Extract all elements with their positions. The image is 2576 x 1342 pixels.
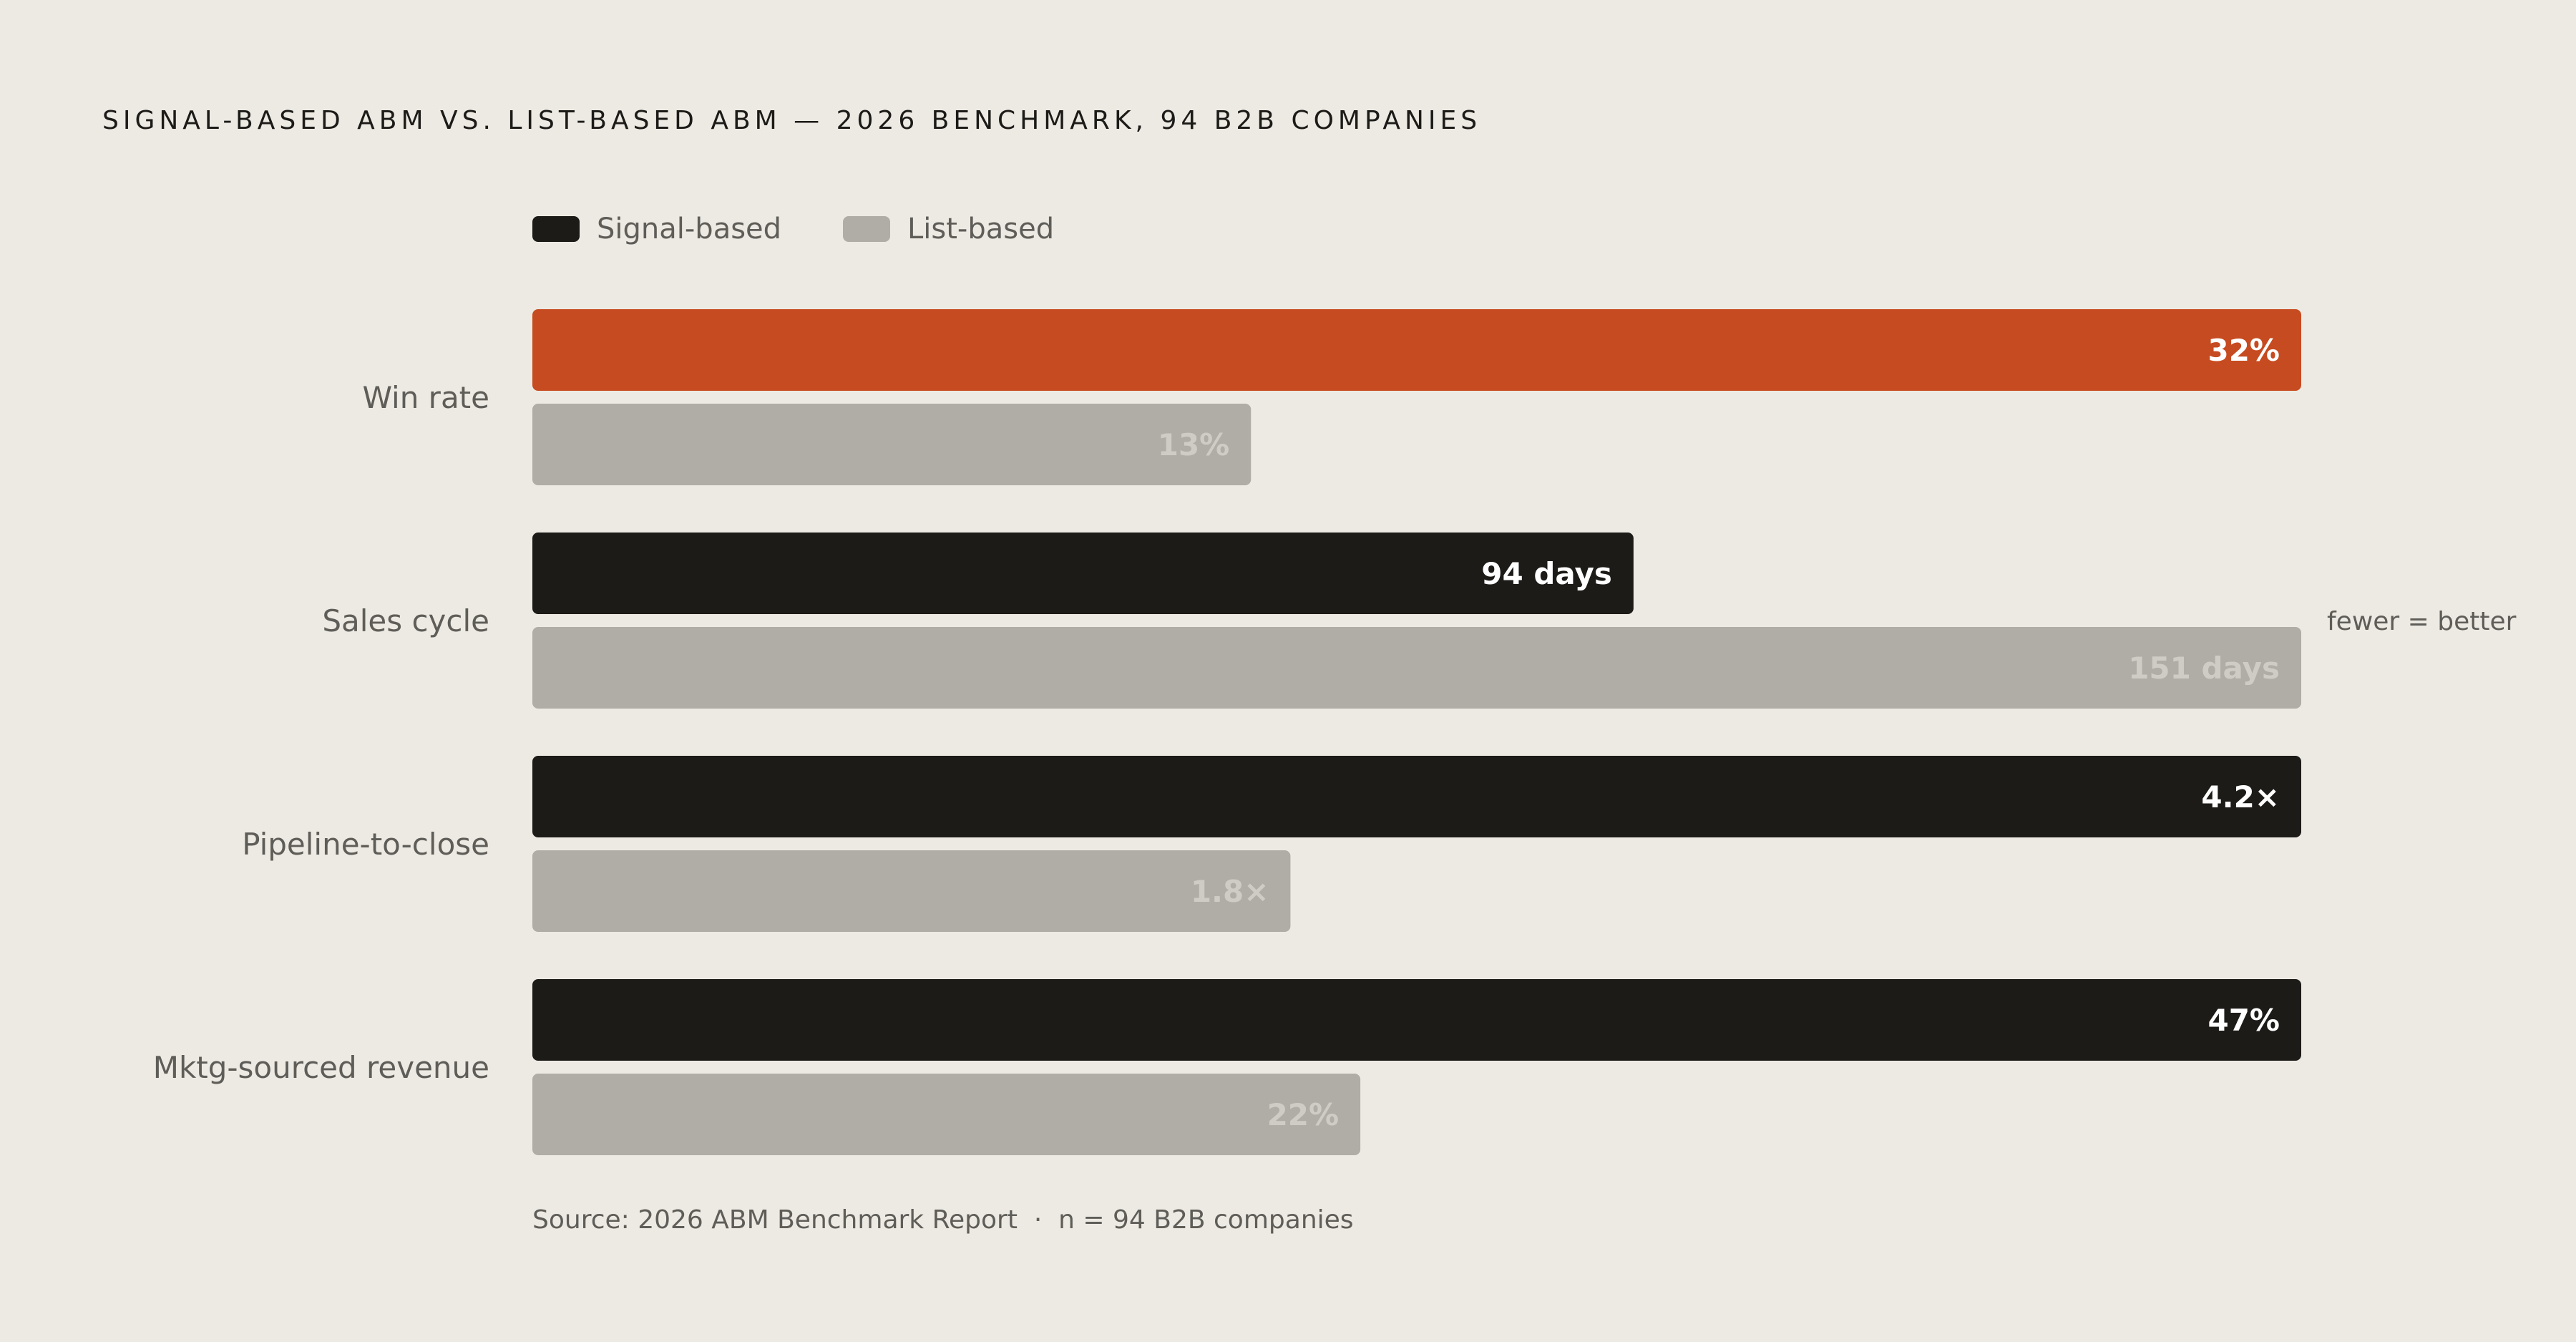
legend-swatch-list xyxy=(843,216,890,242)
bar-signal-based-sales-cycle xyxy=(532,533,1634,614)
legend: Signal-based List-based xyxy=(532,213,1054,245)
value-label-signal-based-pipeline-to-close: 4.2× xyxy=(2201,779,2280,815)
category-label-sales-cycle: Sales cycle xyxy=(322,603,489,638)
value-label-list-based-win-rate: 13% xyxy=(1158,427,1230,462)
bar-signal-based-mktg-sourced-revenue xyxy=(532,979,2301,1061)
legend-label-list: List-based xyxy=(907,213,1054,245)
value-label-list-based-pipeline-to-close: 1.8× xyxy=(1191,874,1269,909)
value-label-signal-based-win-rate: 32% xyxy=(2207,333,2280,368)
bar-signal-based-pipeline-to-close xyxy=(532,756,2301,837)
bar-list-based-mktg-sourced-revenue xyxy=(532,1074,1361,1155)
category-label-mktg-sourced-revenue: Mktg-sourced revenue xyxy=(153,1050,489,1085)
plot-area: Win rate 32% 13% Sales cycle 94 days 151 days… xyxy=(153,309,2517,1155)
value-label-signal-based-mktg-sourced-revenue: 47% xyxy=(2207,1003,2280,1038)
bar-list-based-sales-cycle xyxy=(532,627,2301,709)
legend-swatch-signal xyxy=(532,216,580,242)
category-label-pipeline-to-close: Pipeline-to-close xyxy=(242,827,489,862)
value-label-list-based-sales-cycle: 151 days xyxy=(2128,651,2280,686)
source-note: Source: 2026 ABM Benchmark Report · n = … xyxy=(532,1205,1354,1235)
bar-list-based-win-rate xyxy=(532,404,1252,485)
bar-signal-based-win-rate xyxy=(532,309,2301,391)
bar-list-based-pipeline-to-close xyxy=(532,850,1291,932)
legend-label-signal: Signal-based xyxy=(597,213,781,245)
value-label-list-based-mktg-sourced-revenue: 22% xyxy=(1267,1097,1340,1132)
annotation-sales-cycle: fewer = better xyxy=(2327,607,2517,636)
value-label-signal-based-sales-cycle: 94 days xyxy=(1481,556,1612,591)
category-label-win-rate: Win rate xyxy=(362,380,489,415)
chart-title: SIGNAL-BASED ABM VS. LIST-BASED ABM — 20… xyxy=(102,106,1481,135)
